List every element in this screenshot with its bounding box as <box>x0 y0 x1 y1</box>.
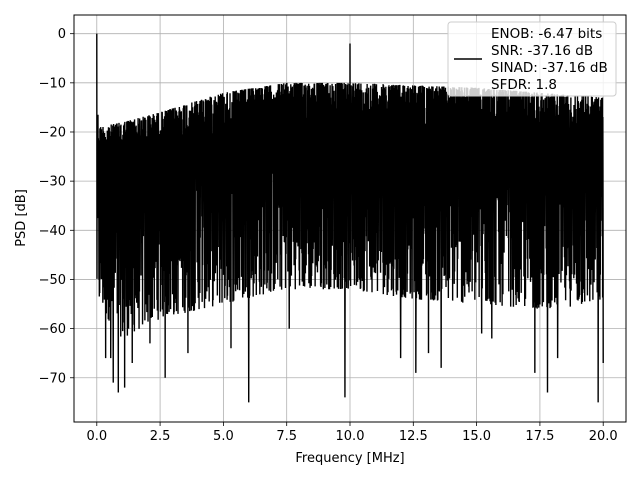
legend: ENOB: -6.47 bits SNR: -37.16 dB SINAD: -… <box>447 21 617 97</box>
legend-entry-sfdr: SFDR: 1.8 <box>491 77 557 93</box>
y-tick-label: −30 <box>39 175 66 190</box>
y-tick-label: −60 <box>39 322 66 337</box>
y-axis-label: PSD [dB] <box>14 189 29 247</box>
y-tick-label: −50 <box>39 273 66 288</box>
y-tick-label: 0 <box>58 27 66 42</box>
y-tick-label: −70 <box>39 371 66 386</box>
x-tick-label: 10.0 <box>336 429 365 444</box>
x-tick-label: 20.0 <box>589 429 618 444</box>
x-tick-label: 15.0 <box>462 429 491 444</box>
y-tick-label: −10 <box>39 76 66 91</box>
legend-entry-enob: ENOB: -6.47 bits <box>491 26 602 42</box>
x-tick-label: 0.0 <box>86 429 107 444</box>
legend-box <box>447 21 617 97</box>
x-axis-ticks: 0.0 2.5 5.0 7.5 10.0 12.5 15.0 17.5 20.0 <box>86 422 618 444</box>
x-tick-label: 5.0 <box>213 429 234 444</box>
x-tick-label: 17.5 <box>525 429 554 444</box>
plot-area <box>96 33 604 403</box>
y-tick-label: −20 <box>39 125 66 140</box>
psd-series-line <box>96 33 604 403</box>
y-tick-label: −40 <box>39 224 66 239</box>
legend-entry-snr: SNR: -37.16 dB <box>491 43 593 59</box>
x-tick-label: 7.5 <box>276 429 297 444</box>
x-tick-label: 12.5 <box>399 429 428 444</box>
x-tick-label: 2.5 <box>150 429 171 444</box>
x-axis-label: Frequency [MHz] <box>295 451 404 466</box>
legend-entry-sinad: SINAD: -37.16 dB <box>491 60 608 76</box>
y-axis-ticks: 0 −10 −20 −30 −40 −50 −60 −70 <box>39 27 74 386</box>
